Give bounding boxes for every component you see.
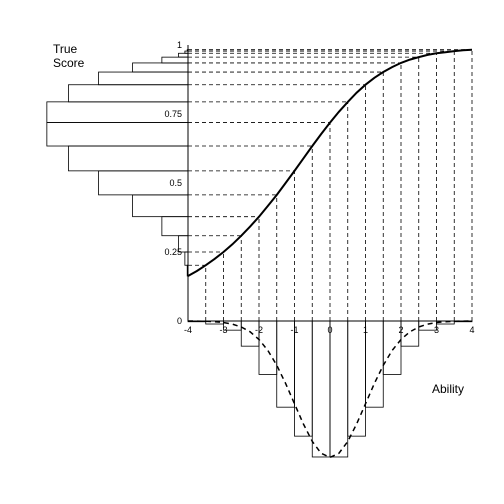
ability-histogram-bar-8 <box>329 320 349 458</box>
x-tick-label-6: 2 <box>398 325 403 335</box>
ability-histogram-bar-12 <box>400 320 420 347</box>
x-tick-label-5: 1 <box>363 325 368 335</box>
projection-lines <box>188 49 473 321</box>
axes <box>187 45 472 322</box>
y-axis-label-line-2: Score <box>53 56 85 70</box>
ability-histogram-bar-6 <box>294 320 313 437</box>
x-tick-label-4: 0 <box>327 325 332 335</box>
ability-histogram-bar-7 <box>311 320 331 458</box>
ability-density-curve <box>187 320 473 459</box>
y-tick-label-4: 1 <box>177 40 182 50</box>
y-tick-label-2: 0.5 <box>169 178 182 188</box>
x-tick-label-0: -4 <box>184 325 192 335</box>
true-score-histogram-bar-4 <box>132 194 189 218</box>
y-tick-label-3: 0.75 <box>164 109 182 119</box>
tick-labels: -4 -3 -2 -1 0 1 2 3 4 0 0.25 0.5 0.75 1 <box>164 40 474 335</box>
true-score-histogram-bar-10 <box>98 71 189 86</box>
ability-histogram <box>187 320 473 458</box>
x-tick-label-3: -1 <box>290 325 298 335</box>
x-axis-label: Ability <box>432 382 464 396</box>
true-score-histogram-bar-6 <box>68 145 189 172</box>
x-tick-label-2: -2 <box>255 325 263 335</box>
true-score-histogram-bar-12 <box>161 56 189 64</box>
true-score-histogram-bar-9 <box>68 84 189 103</box>
y-tick-label-0: 0 <box>177 316 182 326</box>
true-score-histogram <box>46 49 189 277</box>
true-score-histogram-bar-3 <box>161 216 189 237</box>
y-axis-label-line-1: True <box>53 42 78 56</box>
x-tick-label-7: 3 <box>434 325 439 335</box>
x-tick-label-1: -3 <box>219 325 227 335</box>
true-score-histogram-bar-7 <box>46 122 189 147</box>
ability-histogram-bar-10 <box>365 320 384 408</box>
ability-histogram-bar-9 <box>347 320 366 437</box>
y-tick-label-1: 0.25 <box>164 247 182 257</box>
true-score-histogram-bar-11 <box>132 62 189 73</box>
true-score-curve <box>187 48 473 277</box>
x-tick-label-8: 4 <box>469 325 474 335</box>
true-score-histogram-bar-13 <box>178 52 189 58</box>
